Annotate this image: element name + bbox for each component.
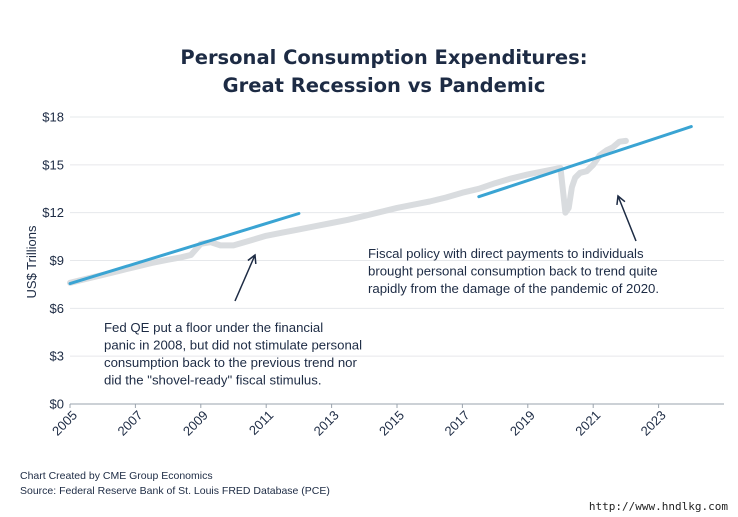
x-tick-labels: 2005 2007 2009 2011 2013 2015 2017 2019 2021 2023: [49, 404, 669, 439]
pandemic-annotation-line: rapidly from the damage of the pandemic …: [368, 281, 659, 296]
pandemic-arrow: [616, 194, 637, 242]
x-tick-label: 2023: [638, 408, 669, 439]
x-tick-label: 2015: [376, 408, 407, 439]
footer-source: Source: Federal Reserve Bank of St. Loui…: [20, 485, 330, 497]
x-tick-label: 2011: [246, 408, 276, 438]
y-tick-label: $0: [50, 397, 64, 412]
chart-title-line2: Great Recession vs Pandemic: [223, 74, 546, 97]
trend-line-trend_pre_recession: [68, 212, 301, 286]
pandemic-annotation: Fiscal policy with direct payments to in…: [368, 246, 659, 296]
watermark: http://www.hndlkg.com: [588, 500, 728, 513]
recession-annotation: Fed QE put a floor under the financial pa…: [104, 320, 362, 388]
recession-annotation-line: panic in 2008, but did not stimulate per…: [104, 338, 362, 353]
y-axis-label: US$ Trillions: [24, 225, 39, 298]
x-tick-label: 2013: [311, 408, 342, 439]
recession-arrow: [234, 253, 257, 302]
recession-annotation-line: consumption back to the previous trend n…: [104, 355, 358, 370]
y-tick-label: $12: [42, 205, 64, 220]
x-tick-label: 2019: [507, 408, 538, 439]
y-tick-label: $6: [50, 301, 64, 316]
actual-pce-line: [67, 137, 629, 286]
pandemic-annotation-line: Fiscal policy with direct payments to in…: [368, 246, 644, 261]
y-tick-labels: $0 $3 $6 $9 $12 $15 $18: [42, 110, 64, 412]
y-tick-label: $18: [42, 110, 64, 125]
recession-annotation-line: did the "shovel-ready" fiscal stimulus.: [104, 373, 322, 388]
chart-title-line1: Personal Consumption Expenditures:: [180, 46, 587, 69]
y-tick-label: $15: [42, 157, 64, 172]
x-tick-label: 2009: [180, 408, 211, 439]
y-tick-label: $3: [50, 349, 64, 364]
x-tick-label: 2017: [441, 408, 472, 439]
x-tick-label: 2007: [114, 408, 145, 439]
series-group: [67, 125, 693, 286]
x-tick-label: 2021: [572, 408, 603, 439]
x-tick-label: 2005: [49, 408, 80, 439]
pandemic-annotation-line: brought personal consumption back to tre…: [368, 264, 658, 279]
trend-line-trend_pre_pandemic: [477, 125, 693, 199]
footer-credit: Chart Created by CME Group Economics: [20, 470, 213, 482]
recession-annotation-line: Fed QE put a floor under the financial: [104, 320, 323, 335]
annotations: Fed QE put a floor under the financial pa…: [104, 194, 659, 388]
y-tick-label: $9: [50, 253, 64, 268]
